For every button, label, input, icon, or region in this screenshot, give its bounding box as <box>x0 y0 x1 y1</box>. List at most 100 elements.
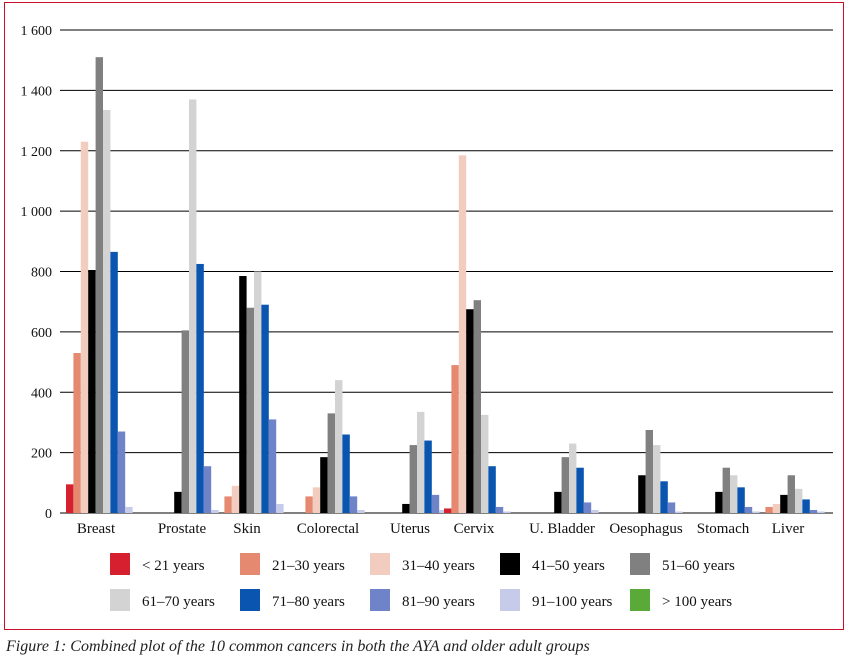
x-tick-label-8: Stomach <box>697 521 750 537</box>
bar-colorectal-7 <box>349 496 358 513</box>
bar-stomach-5 <box>730 475 738 513</box>
x-tick-label-9: Liver <box>772 521 804 537</box>
bar-colorectal-6 <box>342 434 350 513</box>
x-tick-label-1: Prostate <box>158 521 207 537</box>
bar-ubladder-5 <box>569 443 577 513</box>
bar-skin-4 <box>246 307 254 513</box>
x-tick-label-5: Cervix <box>454 521 495 537</box>
legend-swatch-3 <box>500 553 520 575</box>
bar-skin-6 <box>261 304 269 513</box>
legend-label-1: 21–30 years <box>272 558 345 574</box>
legend-label-2: 31–40 years <box>402 558 475 574</box>
bar-stomach-7 <box>744 506 753 513</box>
legend-swatch-6 <box>240 589 260 611</box>
bar-colorectal-2 <box>312 487 321 513</box>
bar-stomach-4 <box>722 467 730 513</box>
bar-ubladder-7 <box>583 502 592 513</box>
bar-stomach-8 <box>752 511 760 513</box>
bar-colorectal-1 <box>305 496 313 513</box>
x-tick-label-4: Uterus <box>390 521 430 537</box>
legend-swatch-4 <box>630 553 650 575</box>
bar-liver-3 <box>780 494 788 513</box>
bar-cervix-5 <box>481 414 489 513</box>
y-tick-label-1200: 1 200 <box>21 145 53 160</box>
bar-skin-5 <box>254 271 262 513</box>
x-tick-label-6: U. Bladder <box>529 521 595 537</box>
bar-colorectal-8 <box>357 509 365 513</box>
y-tick-label-800: 800 <box>31 266 52 281</box>
bar-uterus-7 <box>431 494 440 513</box>
bar-liver-4 <box>787 475 795 513</box>
x-tick-label-0: Breast <box>77 521 116 537</box>
x-tick-label-3: Colorectal <box>297 521 359 537</box>
y-tick-label-0: 0 <box>45 507 52 522</box>
bar-cervix-4 <box>473 300 481 513</box>
bar-ubladder-6 <box>576 467 584 513</box>
x-tick-label-7: Oesophagus <box>609 521 682 537</box>
legend-swatch-5 <box>110 589 130 611</box>
bar-uterus-4 <box>409 445 417 513</box>
bar-oesophagus-3 <box>638 475 646 513</box>
bar-uterus-6 <box>424 440 432 513</box>
bar-breast-0 <box>66 484 74 513</box>
figure-frame: 0 200 400 600 800 1 000 1 200 1 400 1 600 Breast P… <box>4 2 844 630</box>
legend-swatch-2 <box>370 553 390 575</box>
figure-caption: Figure 1: Combined plot of the 10 common… <box>6 638 590 655</box>
bar-breast-7 <box>117 431 126 513</box>
y-tick-label-1600: 1 600 <box>21 24 53 39</box>
bar-cervix-0 <box>444 508 452 513</box>
bar-breast-1 <box>73 353 81 513</box>
bar-uterus-5 <box>417 411 425 513</box>
y-tick-label-400: 400 <box>31 386 52 401</box>
bar-ubladder-4 <box>561 457 569 513</box>
bar-prostate-4 <box>181 330 189 513</box>
bar-stomach-3 <box>715 491 723 513</box>
bar-prostate-3 <box>174 491 182 513</box>
legend-swatch-9 <box>630 589 650 611</box>
legend-swatch-0 <box>110 553 130 575</box>
bar-colorectal-5 <box>335 380 343 513</box>
bar-uterus-3 <box>402 503 410 513</box>
bar-skin-1 <box>224 496 232 513</box>
bar-cervix-7 <box>495 506 504 513</box>
bar-breast-3 <box>88 269 96 513</box>
bar-breast-5 <box>103 109 111 513</box>
bar-skin-2 <box>231 485 240 513</box>
bar-liver-6 <box>802 499 810 513</box>
bar-oesophagus-6 <box>660 481 668 513</box>
bar-colorectal-4 <box>327 413 335 513</box>
x-tick-label-2: Skin <box>233 521 261 537</box>
bar-chart: 0 200 400 600 800 1 000 1 200 1 400 1 600 Breast P… <box>21 24 833 611</box>
bar-liver-8 <box>817 511 825 513</box>
legend-label-8: 91–100 years <box>532 594 613 610</box>
bar-liver-1 <box>765 506 773 513</box>
bar-oesophagus-5 <box>653 445 661 513</box>
bar-breast-8 <box>125 506 133 513</box>
bar-prostate-7 <box>203 466 212 513</box>
legend-swatch-8 <box>500 589 520 611</box>
legend-swatch-7 <box>370 589 390 611</box>
bar-prostate-6 <box>196 263 204 513</box>
bar-breast-4 <box>95 57 103 513</box>
legend-swatch-1 <box>240 553 260 575</box>
y-tick-label-600: 600 <box>31 326 52 341</box>
bar-uterus-8 <box>439 509 447 513</box>
bar-prostate-5 <box>189 99 197 514</box>
bar-ubladder-8 <box>591 509 599 513</box>
bar-skin-3 <box>239 276 247 513</box>
bar-oesophagus-7 <box>667 502 676 513</box>
bar-liver-5 <box>795 488 803 513</box>
legend-label-0: < 21 years <box>142 558 205 574</box>
bar-oesophagus-4 <box>645 429 653 513</box>
y-tick-label-1000: 1 000 <box>21 205 53 220</box>
y-tick-label-200: 200 <box>31 447 52 462</box>
bar-ubladder-3 <box>554 491 562 513</box>
legend-label-6: 71–80 years <box>272 594 345 610</box>
bar-cervix-6 <box>488 466 496 513</box>
legend-label-9: > 100 years <box>662 594 732 610</box>
legend-label-7: 81–90 years <box>402 594 475 610</box>
bar-liver-2 <box>772 503 781 513</box>
bar-skin-7 <box>268 419 277 513</box>
bar-cervix-2 <box>458 155 467 513</box>
bar-stomach-6 <box>737 487 745 513</box>
